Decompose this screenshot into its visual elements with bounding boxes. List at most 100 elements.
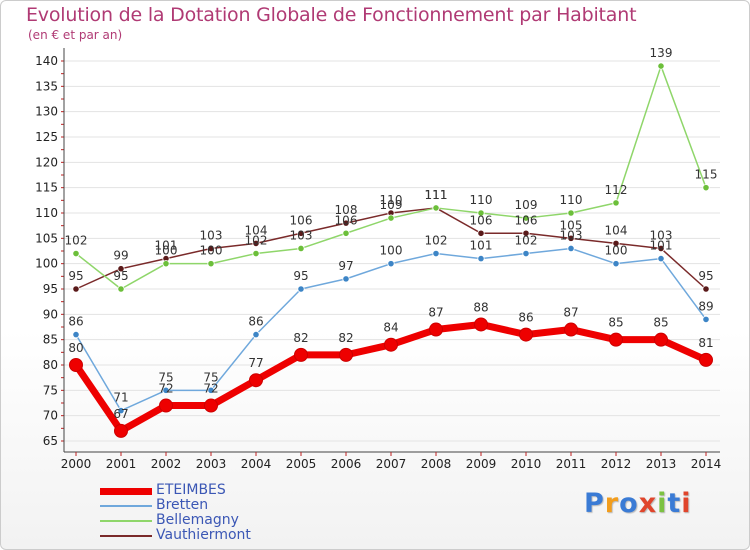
x-tick-label: 2010: [511, 457, 542, 471]
data-point: [339, 347, 353, 362]
data-label: 109: [515, 198, 538, 212]
data-point: [252, 249, 260, 258]
data-label: 106: [335, 213, 358, 227]
data-label: 102: [425, 234, 448, 248]
data-point: [387, 260, 395, 268]
data-point: [117, 265, 125, 273]
logo-letter: x: [638, 488, 658, 519]
legend-swatch: [100, 535, 152, 537]
legend-label: Bellemagny: [156, 512, 239, 528]
logo-letter: t: [667, 488, 682, 519]
y-tick-label: 120: [35, 155, 58, 169]
data-label: 110: [470, 193, 493, 207]
data-label: 109: [380, 198, 403, 212]
data-label: 111: [425, 188, 448, 202]
logo-letter: P: [584, 488, 605, 519]
data-point: [207, 260, 215, 268]
data-label: 87: [563, 306, 578, 320]
legend-label: Bretten: [156, 497, 209, 513]
legend-swatch: [100, 520, 152, 522]
data-label: 84: [383, 321, 398, 335]
x-tick-label: 2013: [646, 457, 677, 471]
data-point: [477, 209, 485, 217]
y-tick-labels: 65 70 75 80 85 90 95 100 105 110 115 120 125 130 135 14…: [35, 54, 58, 448]
data-label: 86: [248, 315, 263, 329]
data-point: [429, 322, 443, 337]
y-tick-label: 130: [35, 105, 58, 119]
data-point: [342, 219, 350, 227]
data-label: 80: [68, 341, 83, 355]
y-tick-label: 95: [43, 282, 58, 296]
data-point: [342, 229, 350, 237]
data-label: 111: [425, 188, 448, 202]
data-label: 112: [605, 183, 628, 197]
data-label: 99: [113, 249, 128, 263]
legend-label: Vauthiermont: [156, 527, 251, 543]
data-point: [564, 322, 578, 337]
data-label: 102: [245, 234, 268, 248]
data-point: [474, 317, 488, 332]
x-tick-label: 2008: [421, 457, 452, 471]
data-point: [252, 330, 260, 339]
y-tick-label: 70: [43, 409, 58, 423]
data-point: [519, 327, 533, 342]
y-tick-label: 65: [43, 434, 58, 448]
x-tick-label: 2004: [241, 457, 272, 471]
y-tick-label: 100: [35, 257, 58, 271]
data-point: [384, 337, 398, 352]
data-label: 82: [338, 331, 353, 345]
x-tick-label: 2001: [106, 457, 137, 471]
logo-letter: o: [619, 488, 639, 519]
data-label: 108: [335, 203, 358, 217]
data-label: 106: [290, 213, 313, 227]
proxiti-logo: Proxiti: [584, 488, 692, 519]
y-tick-label: 105: [35, 231, 58, 245]
data-point: [297, 285, 305, 293]
data-point: [657, 62, 665, 70]
data-label: 101: [470, 239, 493, 253]
x-tick-label: 2011: [556, 457, 587, 471]
data-point: [297, 244, 305, 253]
data-label: 95: [113, 269, 128, 283]
data-label: 102: [515, 234, 538, 248]
data-label: 71: [113, 391, 128, 405]
data-label: 104: [245, 223, 268, 237]
data-point: [72, 285, 80, 293]
data-label: 77: [248, 356, 263, 370]
data-label: 105: [560, 218, 583, 232]
x-tick-label: 2012: [601, 457, 632, 471]
x-tick-labels: 2000 2001 2002 2003 2004 2005 2006 2007 2008 2009…: [61, 457, 722, 471]
data-label: 85: [608, 316, 623, 330]
x-tick-label: 2005: [286, 457, 317, 471]
data-point: [612, 260, 620, 268]
data-label: 82: [293, 331, 308, 345]
y-tick-label: 110: [35, 206, 58, 220]
data-label: 106: [470, 213, 493, 227]
x-tick-label: 2000: [61, 457, 92, 471]
data-point: [477, 255, 485, 263]
data-label: 102: [65, 234, 88, 248]
data-label: 86: [518, 311, 533, 325]
data-point: [294, 347, 308, 362]
data-point: [249, 373, 263, 388]
data-label: 75: [203, 370, 218, 384]
data-point: [69, 358, 83, 372]
data-label: 81: [698, 336, 713, 350]
data-label: 89: [698, 299, 713, 313]
data-label: 75: [158, 370, 173, 384]
y-tick-label: 75: [43, 383, 58, 397]
data-label: 67: [113, 407, 128, 421]
y-tick-label: 140: [35, 54, 58, 68]
data-point: [432, 249, 440, 258]
data-point: [567, 244, 575, 253]
y-tick-label: 90: [43, 307, 58, 321]
data-point: [252, 239, 260, 247]
data-label: 115: [695, 168, 718, 182]
data-point: [72, 330, 80, 339]
data-point: [159, 398, 173, 413]
data-point: [657, 255, 665, 263]
data-label: 106: [515, 213, 538, 227]
data-label: 95: [68, 269, 83, 283]
